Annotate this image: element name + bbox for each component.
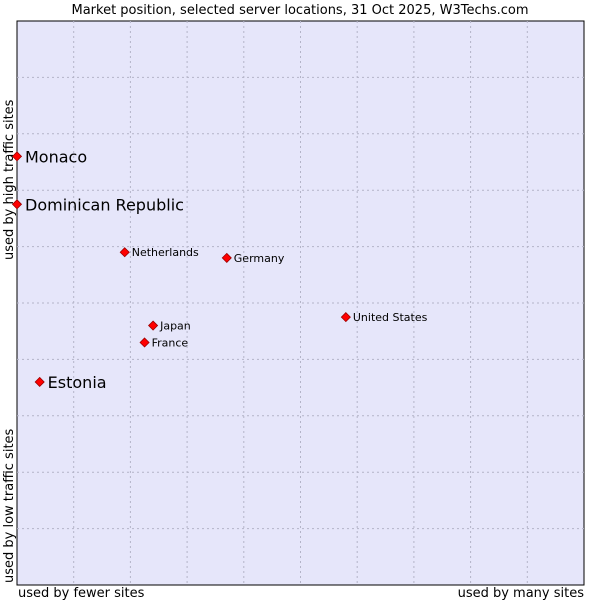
point-label-monaco: Monaco bbox=[25, 147, 87, 166]
point-marker-netherlands bbox=[119, 247, 130, 258]
point-marker-monaco bbox=[11, 151, 23, 162]
y-axis-label-bottom: used by low traffic sites bbox=[2, 428, 17, 583]
point-label-france: France bbox=[152, 336, 189, 349]
point-marker-dominican-republic bbox=[11, 199, 23, 210]
data-points: Monaco Dominican Republic Netherlands Germa… bbox=[11, 147, 428, 392]
point-label-japan: Japan bbox=[159, 320, 191, 333]
point-marker-united-states bbox=[340, 312, 351, 323]
chart-title: Market position, selected server locatio… bbox=[71, 3, 528, 18]
point-label-dominican-republic: Dominican Republic bbox=[25, 195, 184, 214]
point-label-estonia: Estonia bbox=[48, 373, 107, 392]
x-axis-label-right: used by many sites bbox=[458, 586, 585, 600]
y-axis-label-top: used by high traffic sites bbox=[2, 99, 17, 260]
point-marker-france bbox=[139, 337, 150, 348]
point-label-united-states: United States bbox=[353, 311, 428, 324]
x-axis-label-left: used by fewer sites bbox=[18, 586, 145, 600]
point-marker-estonia bbox=[34, 376, 45, 388]
grid-lines bbox=[17, 21, 584, 585]
point-marker-germany bbox=[221, 252, 232, 263]
point-label-germany: Germany bbox=[234, 252, 285, 265]
point-marker-japan bbox=[148, 320, 159, 331]
point-label-netherlands: Netherlands bbox=[132, 246, 199, 259]
